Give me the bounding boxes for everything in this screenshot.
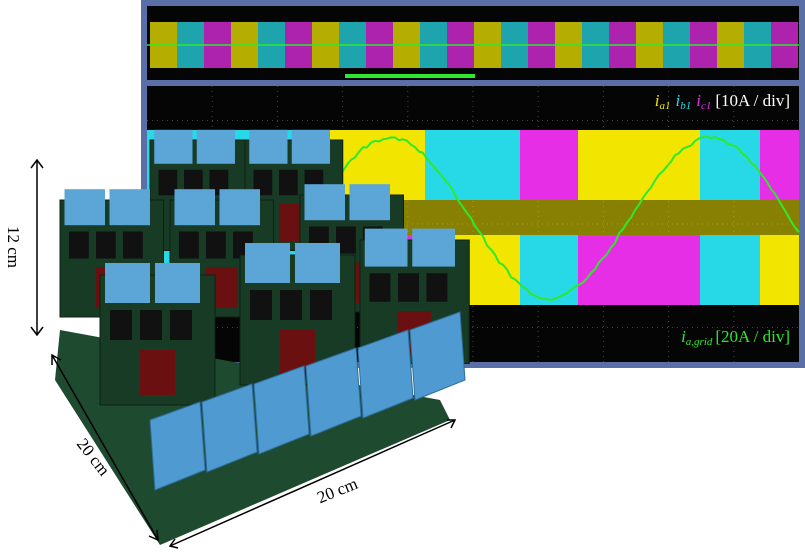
- capacitor: [292, 130, 330, 164]
- capacitor: [295, 243, 340, 283]
- heatsink: [250, 290, 272, 320]
- figure: ia1ib1ic1[10A / div] ia,grid[20A / div] …: [0, 0, 805, 552]
- current-band-bottom: [520, 235, 578, 305]
- capacitor: [197, 130, 235, 164]
- current-band-bottom: [760, 235, 799, 305]
- heatsink: [96, 232, 116, 259]
- capacitor: [305, 184, 346, 220]
- heatsink: [123, 232, 143, 259]
- heatsink: [279, 170, 298, 196]
- legend-sub: b1: [680, 100, 691, 112]
- capacitor: [105, 263, 150, 303]
- current-band-top: [578, 130, 700, 200]
- heatsink: [310, 290, 332, 320]
- capacitor: [350, 184, 391, 220]
- capacitor: [65, 189, 106, 225]
- capacitor: [245, 243, 290, 283]
- heatsink: [206, 232, 226, 259]
- capacitor: [220, 189, 261, 225]
- heatsink: [398, 273, 419, 302]
- heatsink: [140, 310, 162, 340]
- height-label: 12 cm: [4, 226, 23, 268]
- legend-scale: [10A / div]: [715, 91, 790, 110]
- current-band-bottom: [578, 235, 700, 305]
- legend-scale: [20A / div]: [715, 327, 790, 346]
- current-band-top: [425, 130, 520, 200]
- heatsink: [170, 310, 192, 340]
- capacitor: [365, 229, 408, 267]
- heatsink: [69, 232, 89, 259]
- capacitor: [175, 189, 216, 225]
- heatsink: [179, 232, 199, 259]
- zoom-marker: [345, 74, 475, 78]
- legend-sub: a,grid: [686, 336, 713, 348]
- current-band-top: [700, 130, 760, 200]
- heatsink: [427, 273, 448, 302]
- heatsink: [370, 273, 391, 302]
- power-module: [140, 350, 175, 395]
- heatsink: [280, 290, 302, 320]
- capacitor: [249, 130, 287, 164]
- capacitor: [155, 263, 200, 303]
- heatsink: [159, 170, 178, 196]
- heatsink: [110, 310, 132, 340]
- legend-sub: c1: [701, 100, 711, 112]
- current-band-top: [520, 130, 578, 200]
- capacitor: [412, 229, 455, 267]
- current-band-bottom: [700, 235, 760, 305]
- capacitor: [154, 130, 192, 164]
- legend-sub: a1: [660, 100, 671, 112]
- phase-legend: ia1ib1ic1[10A / div]: [655, 91, 790, 112]
- current-band-top: [760, 130, 799, 200]
- capacitor: [110, 189, 151, 225]
